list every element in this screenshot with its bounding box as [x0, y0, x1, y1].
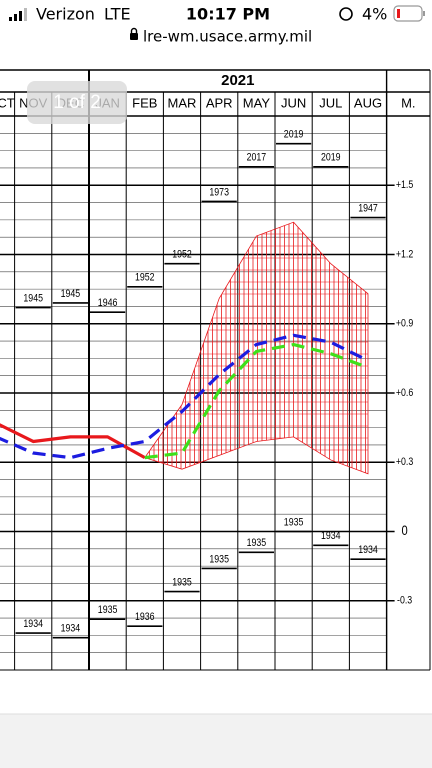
low-record-label: 1934	[23, 618, 43, 630]
lock-icon	[130, 33, 138, 40]
x-tick-label: JUN	[281, 95, 306, 110]
year-label: 2021	[221, 72, 254, 89]
signal-bar	[14, 14, 17, 21]
low-record-label: 1935	[247, 537, 267, 549]
axis-header: M.	[401, 95, 415, 110]
browser-toolbar	[0, 714, 432, 768]
x-tick-label: FEB	[132, 95, 157, 110]
high-record-label: 2019	[284, 129, 304, 141]
series-line	[144, 342, 369, 460]
carrier: Verizon	[36, 5, 95, 24]
high-record-label: 2019	[321, 152, 341, 164]
high-record-label: 1973	[209, 186, 229, 198]
low-record-label: 1935	[98, 604, 118, 616]
page-indicator-text: 1 of 2	[53, 92, 101, 113]
high-record-label: 1952	[172, 249, 192, 261]
low-record-label: 1934	[321, 530, 341, 542]
low-record-label: 1934	[358, 544, 378, 556]
high-record-label: 1946	[98, 297, 118, 309]
x-tick-label: JUL	[319, 95, 342, 110]
network: LTE	[104, 5, 131, 24]
low-record-label: 1935	[172, 577, 192, 589]
battery-percent: 4%	[362, 5, 387, 24]
y-tick-label: +0.6	[396, 387, 414, 399]
url[interactable]: lre-wm.usace.army.mil	[143, 28, 312, 46]
signal-bar	[19, 11, 22, 21]
high-record-label: 1945	[61, 288, 81, 300]
address-bar[interactable]: lre-wm.usace.army.mil	[130, 28, 312, 46]
signal-bar	[24, 8, 27, 21]
y-tick-label: +0.3	[396, 456, 414, 468]
x-tick-label: AUG	[354, 95, 382, 110]
forecast-band	[144, 221, 369, 475]
x-tick-label: APR	[206, 95, 233, 110]
y-tick-label: -0.3	[397, 595, 413, 607]
clock: 10:17 PM	[186, 5, 270, 24]
page-indicator: 1 of 2	[27, 81, 127, 124]
series-line	[0, 423, 146, 460]
y-tick-label: +0.9	[396, 318, 414, 330]
y-tick-label: +1.2	[396, 249, 414, 261]
status-bar: Verizon LTE 10:17 PM 4%	[9, 5, 425, 24]
page-indicator-box	[27, 81, 127, 124]
lock-shackle	[130, 27, 138, 33]
battery	[393, 5, 423, 22]
signal-bar	[9, 17, 12, 21]
x-tick-label: MAY	[243, 95, 271, 110]
chart: +1.5+1.2+0.9+0.6+0.30-0.32021M.CTNOVDECJ…	[0, 69, 431, 671]
high-record-label: 1945	[23, 293, 43, 305]
high-record-label: 2017	[247, 152, 267, 164]
battery-tip	[423, 11, 425, 16]
y-tick-label: 0	[401, 523, 407, 538]
high-record-label: 1952	[135, 272, 155, 284]
low-record-label: 1936	[135, 611, 155, 623]
series-line	[0, 333, 369, 460]
high-record-label: 1947	[358, 203, 378, 215]
orientation-lock	[339, 7, 353, 21]
x-tick-label: MAR	[168, 95, 197, 110]
low-record-label: 1934	[61, 623, 81, 635]
battery-level	[397, 9, 400, 18]
x-tick-label: CT	[0, 95, 15, 110]
low-record-label: 1935	[284, 517, 304, 529]
low-record-label: 1935	[209, 553, 229, 565]
y-tick-label: +1.5	[396, 179, 414, 191]
